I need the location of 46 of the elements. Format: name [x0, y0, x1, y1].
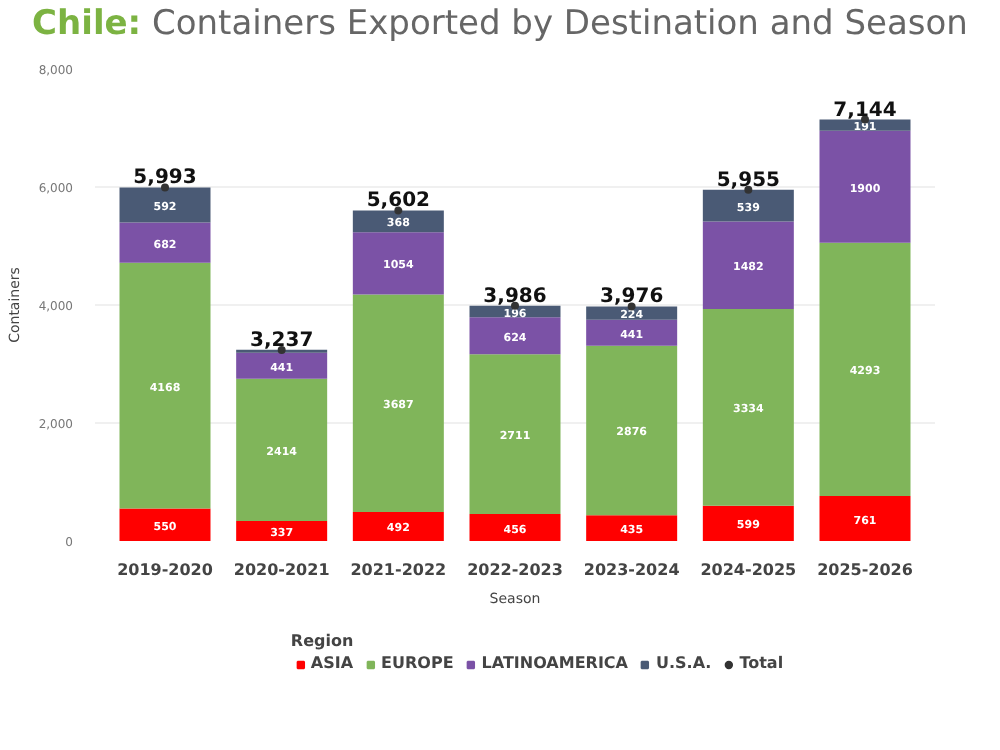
bar [469, 514, 561, 541]
bar [119, 222, 211, 263]
bar [702, 505, 794, 541]
bar [236, 378, 328, 522]
chart-title: Chile: Containers Exported by Destination and Season [32, 4, 968, 44]
x-tick-label: 2023-2024 [583, 561, 681, 579]
bar [702, 221, 794, 309]
bar [586, 345, 678, 516]
bar [236, 352, 328, 379]
data-label: 3,986 [483, 285, 547, 308]
x-tick-label: 2021-2022 [350, 561, 447, 579]
bar [236, 521, 328, 541]
bar [119, 508, 211, 541]
legend-label: U.S.A. [656, 654, 712, 672]
bar [469, 317, 561, 355]
bar [819, 496, 911, 541]
x-tick-label: 2022-2023 [467, 561, 563, 579]
legend-label: LATINOAMERICA [481, 654, 628, 672]
legend-label: Total [739, 654, 784, 672]
x-tick-label: 2025-2026 [817, 561, 914, 579]
bar [119, 187, 211, 223]
bar [586, 306, 678, 320]
bar [819, 130, 911, 243]
bar [702, 189, 794, 222]
x-tick-label: 2019-2020 [117, 561, 214, 579]
x-tick-label: 2020-2021 [233, 561, 331, 579]
x-tick-label: 2024-2025 [700, 561, 798, 579]
data-label: 5,602 [366, 190, 431, 213]
bar [352, 232, 444, 295]
legend-label: EUROPE [381, 654, 454, 672]
bar [469, 354, 561, 515]
data-label: 7,144 [833, 99, 897, 122]
bar [702, 308, 794, 506]
bar [352, 511, 444, 541]
bar [119, 262, 211, 509]
legend-label: ASIA [310, 654, 354, 672]
bar [819, 242, 911, 497]
data-label: 5,955 [716, 169, 781, 192]
bar [586, 515, 678, 541]
bar [586, 319, 678, 346]
legend-title: Region [290, 632, 356, 650]
data-label: 3,976 [600, 286, 664, 309]
data-label: 3,237 [250, 330, 314, 353]
bar [819, 119, 911, 131]
data-label: 5,993 [133, 167, 197, 190]
bar [352, 294, 444, 512]
